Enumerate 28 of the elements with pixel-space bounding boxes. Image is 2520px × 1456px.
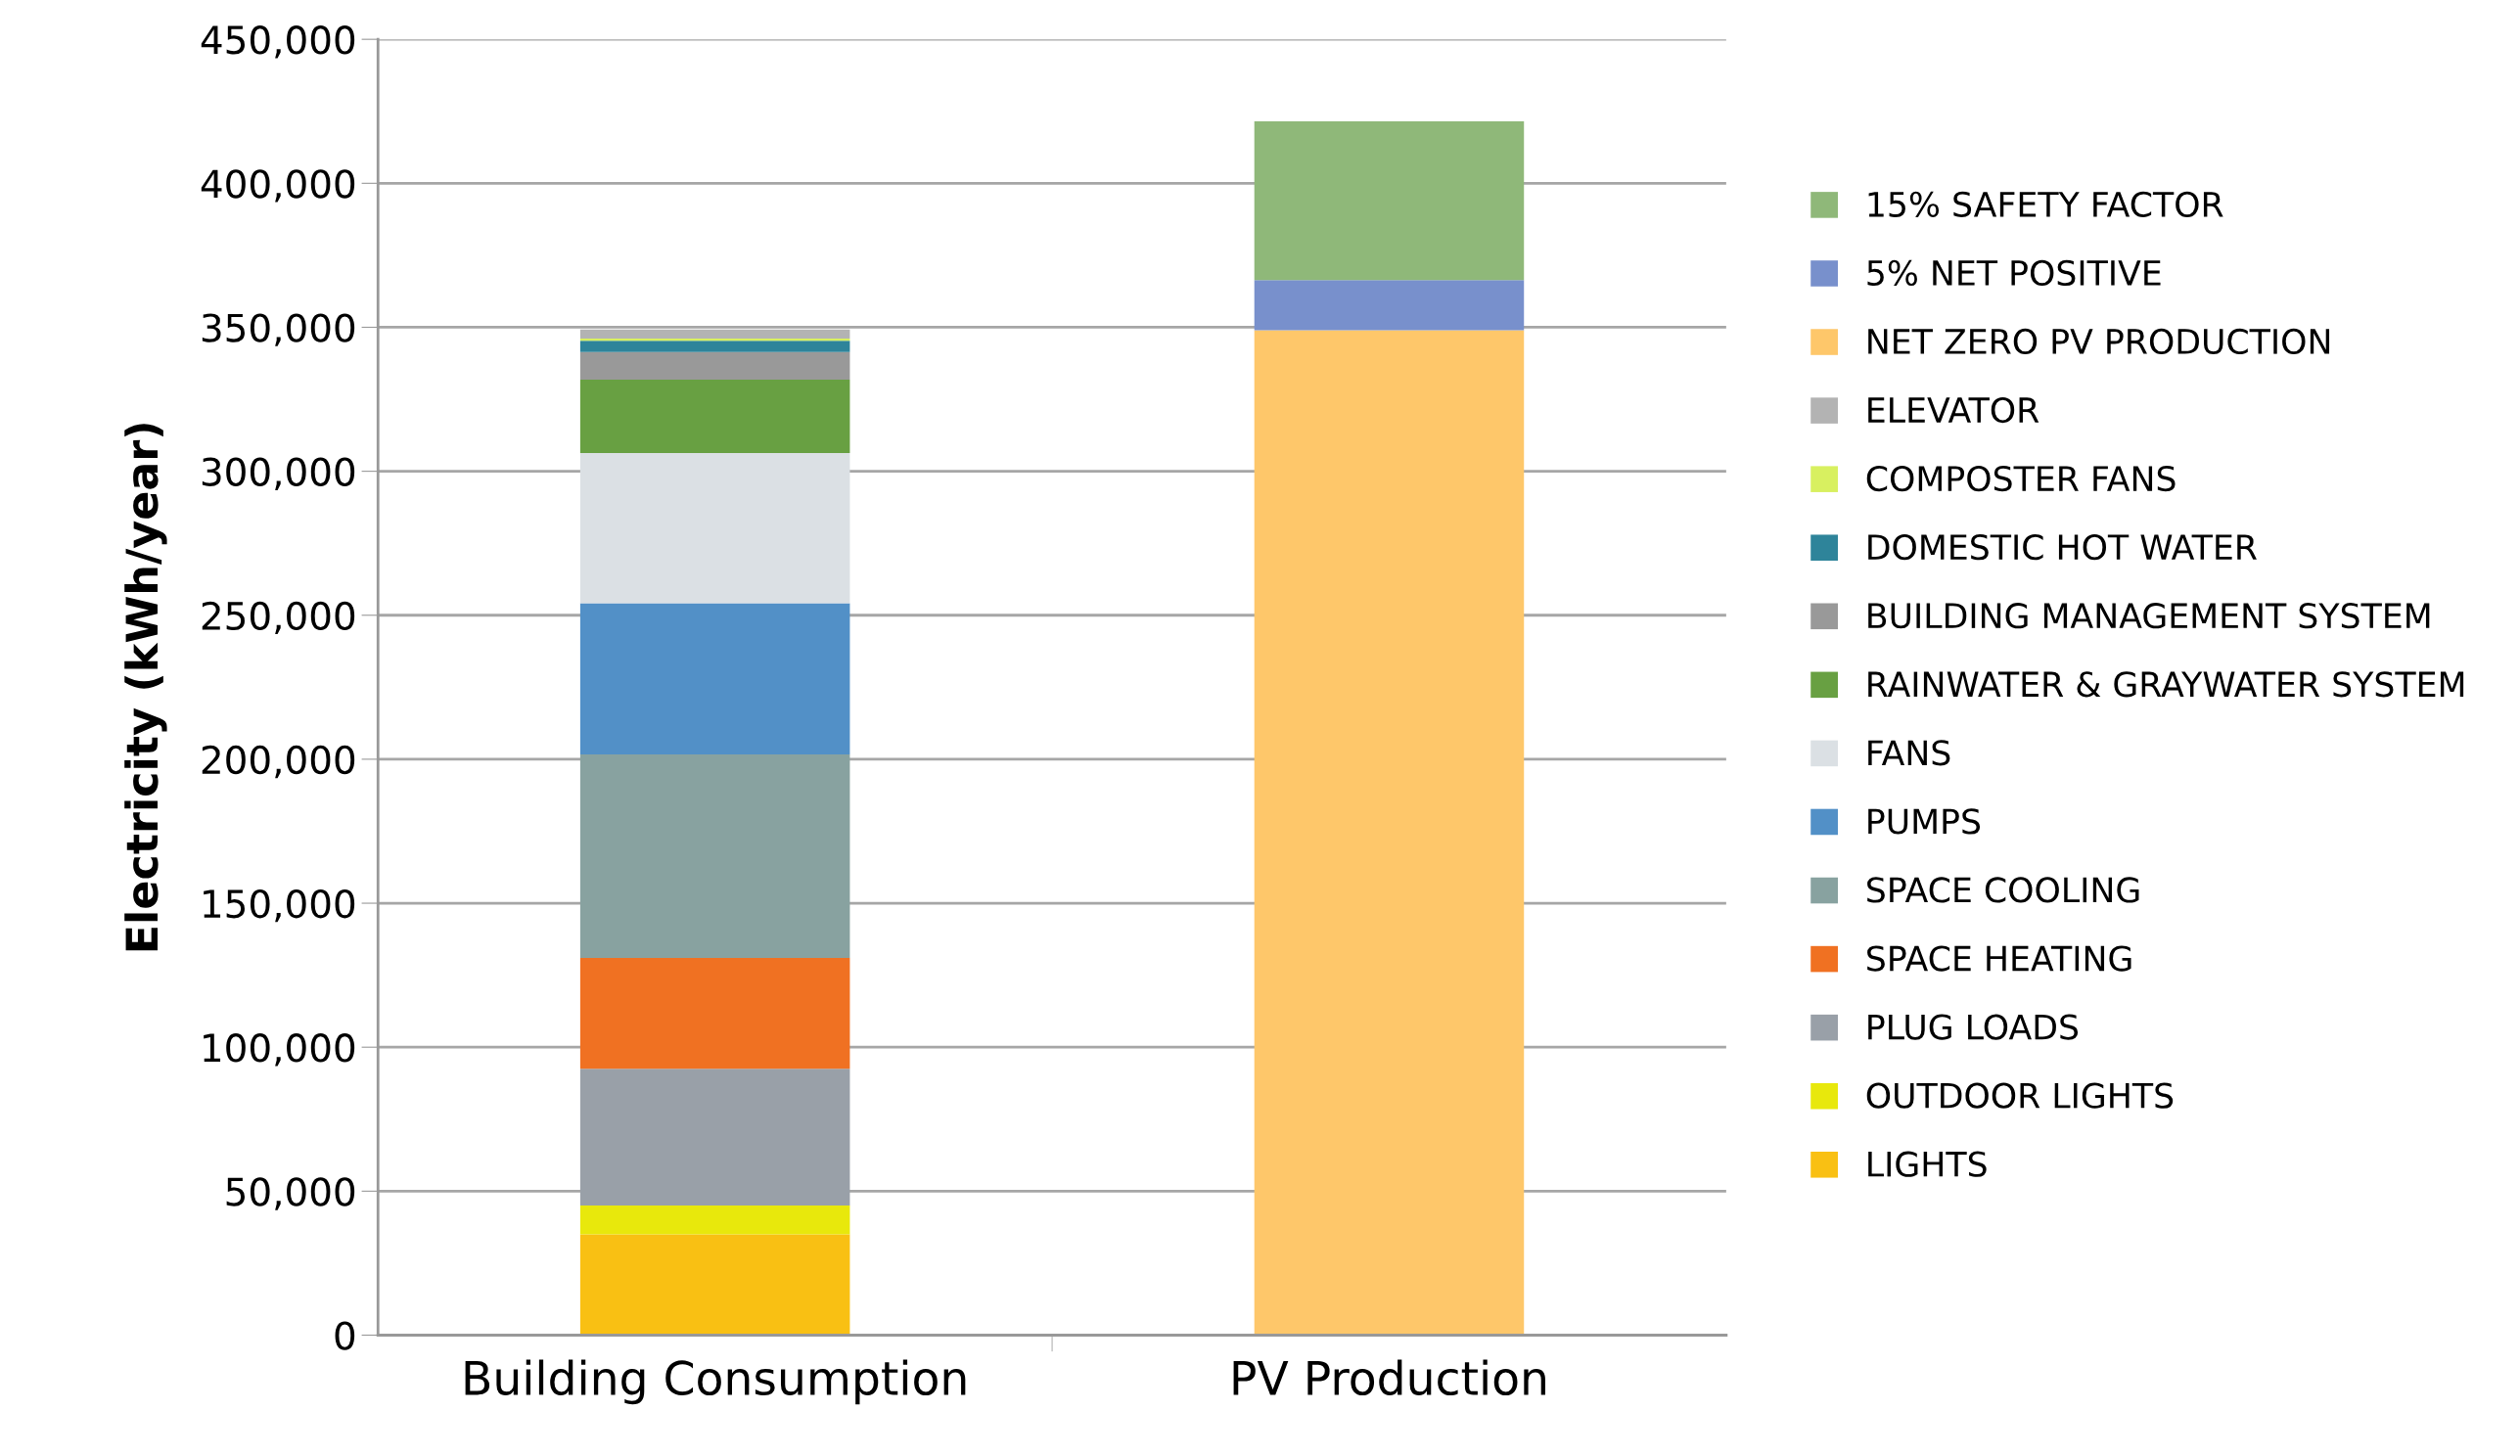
legend-label: SPACE COOLING <box>1867 877 2139 903</box>
y-tick-label: 300,000 <box>202 457 355 490</box>
legend-label: OUTDOOR LIGHTS <box>1866 1082 2174 1109</box>
legend-label: FANS <box>1868 740 1950 766</box>
y-axis-title: Electricity (kWh/year) <box>124 424 167 951</box>
x-tick-label: PV Production <box>1233 1359 1545 1396</box>
y-tick-label: 50,000 <box>226 1177 355 1210</box>
legend-label: 15% SAFETY FACTOR <box>1868 191 2223 217</box>
y-tick-label: 150,000 <box>204 888 355 923</box>
x-tick-label: Building Consumption <box>465 1359 966 1405</box>
legend-label: SPACE HEATING <box>1867 945 2131 972</box>
legend-label: COMPOSTER FANS <box>1866 465 2176 492</box>
legend-label: NET ZERO PV PRODUCTION <box>1868 328 2330 355</box>
legend-label: PUMPS <box>1868 808 1981 835</box>
y-tick-label: 0 <box>335 1321 355 1350</box>
y-tick-label: 100,000 <box>204 1033 355 1067</box>
legend-label: LIGHTS <box>1868 1151 1987 1177</box>
y-tick-label: 450,000 <box>201 25 355 59</box>
legend-label: BUILDING MANAGEMENT SYSTEM <box>1868 603 2430 629</box>
y-tick-label: 400,000 <box>201 169 355 203</box>
legend-label: 5% NET POSITIVE <box>1867 259 2161 287</box>
y-tick-label: 250,000 <box>202 601 355 635</box>
legend-label: ELEVATOR <box>1868 396 2039 424</box>
legend-label: DOMESTIC HOT WATER <box>1868 534 2257 561</box>
y-tick-label: 200,000 <box>202 745 355 779</box>
legend-label: RAINWATER & GRAYWATER SYSTEM <box>1868 671 2464 698</box>
legend-label: PLUG LOADS <box>1868 1014 2079 1040</box>
y-tick-label: 350,000 <box>202 313 355 346</box>
